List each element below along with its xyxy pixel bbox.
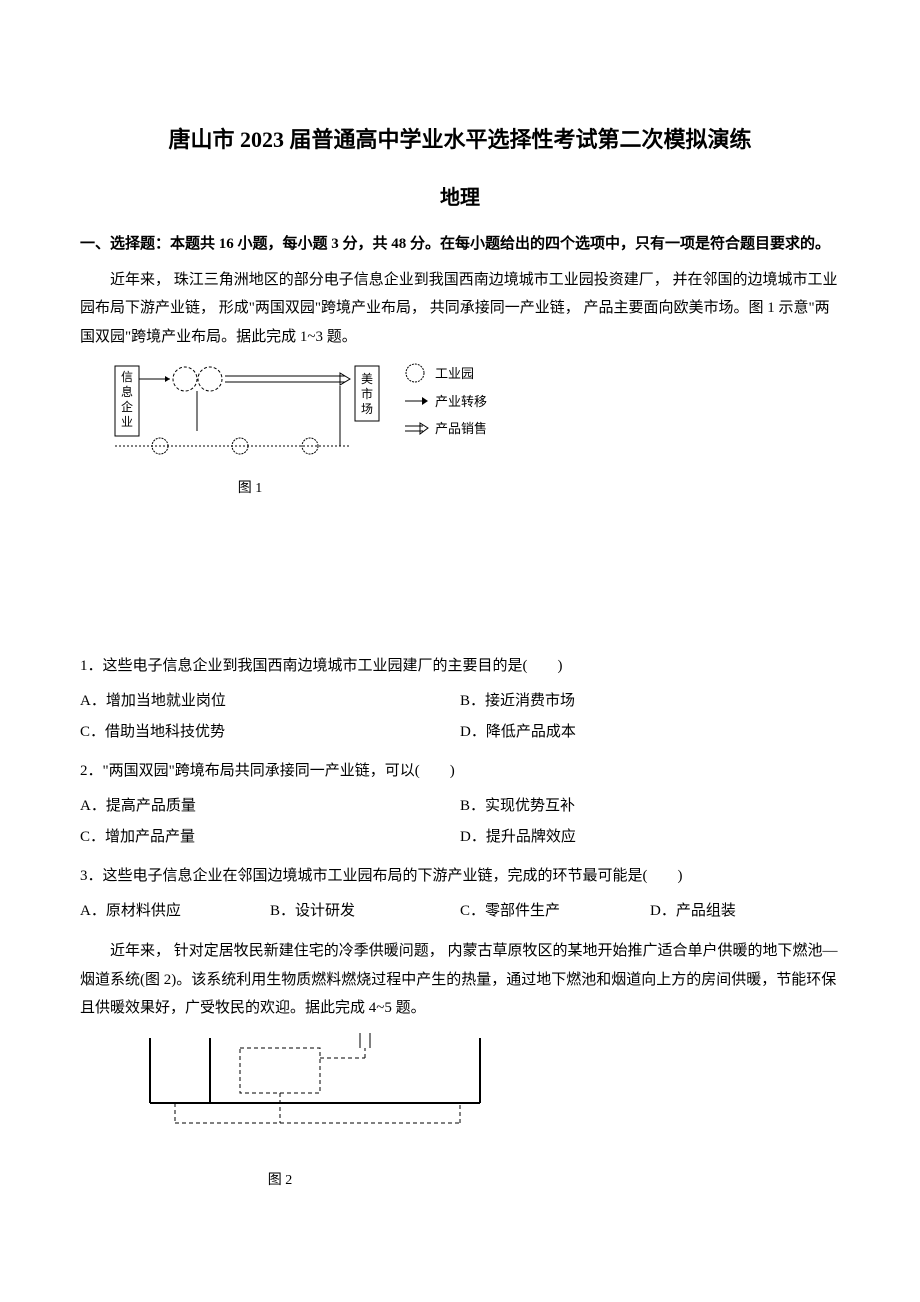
question-1: 1．这些电子信息企业到我国西南边境城市工业园建厂的主要目的是( ): [80, 653, 840, 680]
q1-option-a: A．增加当地就业岗位: [80, 688, 460, 715]
question-2: 2．"两国双园"跨境布局共同承接同一产业链，可以( ): [80, 758, 840, 785]
q2-options-row2: C．增加产品产量 D．提升品牌效应: [80, 824, 840, 851]
q1-option-c: C．借助当地科技优势: [80, 719, 460, 746]
figure1-box1-char4: 业: [121, 415, 133, 429]
q2-options-row1: A．提高产品质量 B．实现优势互补: [80, 793, 840, 820]
q2-option-d: D．提升品牌效应: [460, 824, 840, 851]
legend-text-3: 产品销售: [435, 421, 487, 436]
q3-option-a: A．原材料供应: [80, 898, 270, 925]
q3-options: A．原材料供应 B．设计研发 C．零部件生产 D．产品组装: [80, 898, 840, 925]
svg-text:场: 场: [361, 402, 373, 416]
figure1-box1-char2: 息: [121, 384, 133, 399]
question-3: 3．这些电子信息企业在邻国边境城市工业园布局的下游产业链，完成的环节最可能是( …: [80, 863, 840, 890]
section-header: 一、选择题：本题共 16 小题，每小题 3 分，共 48 分。在每小题给出的四个…: [80, 231, 840, 258]
svg-text:美: 美: [361, 372, 373, 386]
passage-2: 近年来， 针对定居牧民新建住宅的冷季供暖问题， 内蒙古草原牧区的某地开始推广适合…: [80, 937, 840, 1023]
figure-1-container: 信 息 企 业 美 市 场: [110, 361, 840, 501]
figure-1: 信 息 企 业 美 市 场: [110, 361, 560, 471]
q3-option-d: D．产品组装: [650, 898, 840, 925]
spacer: [80, 521, 840, 641]
figure-2: [140, 1033, 490, 1163]
figure1-box1-char1: 信: [121, 370, 133, 384]
exam-subject: 地理: [80, 180, 840, 216]
q1-option-d: D．降低产品成本: [460, 719, 840, 746]
svg-text:市: 市: [361, 386, 373, 401]
q2-option-b: B．实现优势互补: [460, 793, 840, 820]
exam-title: 唐山市 2023 届普通高中学业水平选择性考试第二次模拟演练: [80, 120, 840, 160]
passage-1: 近年来， 珠江三角洲地区的部分电子信息企业到我国西南边境城市工业园投资建厂， 并…: [80, 266, 840, 352]
q1-options-row1: A．增加当地就业岗位 B．接近消费市场: [80, 688, 840, 715]
q1-option-b: B．接近消费市场: [460, 688, 840, 715]
q1-options-row2: C．借助当地科技优势 D．降低产品成本: [80, 719, 840, 746]
q2-option-c: C．增加产品产量: [80, 824, 460, 851]
q3-option-b: B．设计研发: [270, 898, 460, 925]
figure-1-label: 图 1: [110, 476, 390, 501]
legend-text-2: 产业转移: [435, 394, 487, 409]
legend-text-1: 工业园: [435, 366, 474, 381]
figure1-box1-char3: 企: [121, 399, 133, 414]
figure-2-container: 图 2: [110, 1033, 840, 1193]
q3-option-c: C．零部件生产: [460, 898, 650, 925]
q2-option-a: A．提高产品质量: [80, 793, 460, 820]
figure-2-label: 图 2: [140, 1168, 420, 1193]
